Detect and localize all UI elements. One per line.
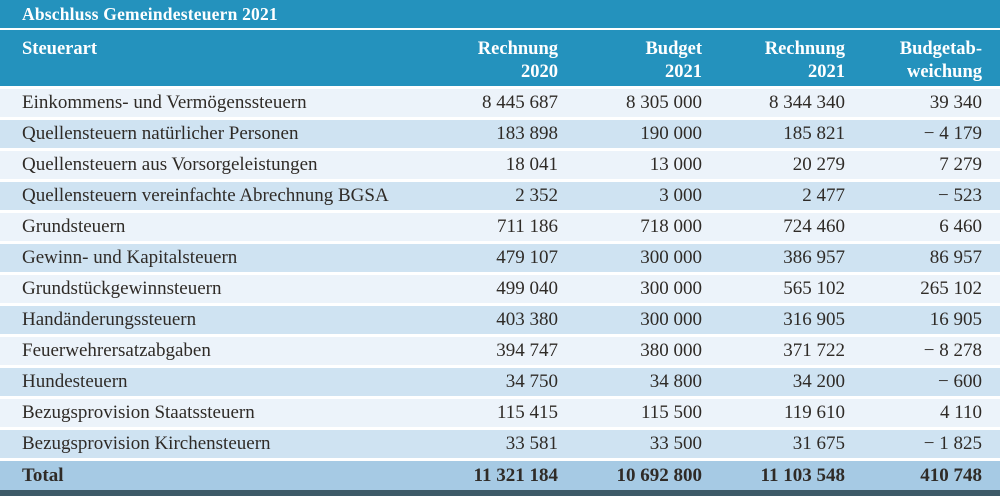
- cell-budget-2021: 8 305 000: [626, 92, 702, 113]
- row-label: Bezugsprovision Staatssteuern: [22, 402, 255, 423]
- cell-budgetabweichung: − 1 825: [923, 433, 982, 454]
- cell-rechnung-2020: 33 581: [505, 433, 558, 454]
- cell-budgetabweichung: − 4 179: [923, 123, 982, 144]
- column-header-steuerart: Steuerart: [22, 39, 97, 59]
- cell-budget-2021: 718 000: [640, 216, 702, 237]
- column-header-line2: 2020: [521, 62, 558, 82]
- cell-rechnung-2020: 183 898: [496, 123, 558, 144]
- table-row: Quellensteuern vereinfachte Abrechnung B…: [0, 182, 1000, 213]
- table-title-bar: Abschluss Gemeindesteuern 2021: [0, 0, 1000, 30]
- total-row: Total 11 321 184 10 692 800 11 103 548 4…: [0, 461, 1000, 490]
- column-header-budgetabweichung: Budgetab- weichung: [845, 30, 1000, 86]
- cell-rechnung-2021: 119 610: [783, 402, 845, 423]
- cell-budget-2021: 300 000: [640, 278, 702, 299]
- cell-rechnung-2020: 499 040: [496, 278, 558, 299]
- row-label: Quellensteuern vereinfachte Abrechnung B…: [22, 185, 389, 206]
- table-row: Bezugsprovision Kirchensteuern 33 581 33…: [0, 430, 1000, 461]
- table-row: Bezugsprovision Staatssteuern 115 415 11…: [0, 399, 1000, 430]
- cell-budget-2021: 190 000: [640, 123, 702, 144]
- row-label: Grundstückgewinnsteuern: [22, 278, 222, 299]
- cell-budgetabweichung: 7 279: [939, 154, 982, 175]
- table-row: Gewinn- und Kapitalsteuern 479 107 300 0…: [0, 244, 1000, 275]
- cell-rechnung-2021: 371 722: [783, 340, 845, 361]
- column-header-line1: Budget: [645, 39, 702, 59]
- cell-rechnung-2020: 2 352: [515, 185, 558, 206]
- cell-rechnung-2021: 386 957: [783, 247, 845, 268]
- row-label: Gewinn- und Kapitalsteuern: [22, 247, 238, 268]
- table-row: Grundstückgewinnsteuern 499 040 300 000 …: [0, 275, 1000, 306]
- cell-rechnung-2020: 8 445 687: [482, 92, 558, 113]
- row-label: Einkommens- und Vermögenssteuern: [22, 92, 307, 113]
- row-label: Bezugsprovision Kirchensteuern: [22, 433, 271, 454]
- cell-budget-2021: 300 000: [640, 247, 702, 268]
- cell-budgetabweichung: − 523: [938, 185, 982, 206]
- column-header-rechnung-2021: Rechnung 2021: [702, 30, 845, 86]
- cell-budget-2021: 115 500: [640, 402, 702, 423]
- cell-rechnung-2021: 20 279: [792, 154, 845, 175]
- cell-rechnung-2021: 34 200: [792, 371, 845, 392]
- cell-rechnung-2020: 18 041: [505, 154, 558, 175]
- table-bottom-rule: [0, 490, 1000, 496]
- total-budgetabweichung: 410 748: [920, 465, 982, 486]
- row-label: Grundsteuern: [22, 216, 126, 237]
- cell-budgetabweichung: 16 905: [929, 309, 982, 330]
- cell-budget-2021: 380 000: [640, 340, 702, 361]
- row-label: Hundesteuern: [22, 371, 128, 392]
- cell-budget-2021: 33 500: [649, 433, 702, 454]
- column-header-line1: Rechnung: [477, 39, 558, 59]
- table-row: Quellensteuern natürlicher Personen 183 …: [0, 120, 1000, 151]
- table-row: Feuerwehrersatzabgaben 394 747 380 000 3…: [0, 337, 1000, 368]
- table-row: Grundsteuern 711 186 718 000 724 460 6 4…: [0, 213, 1000, 244]
- cell-rechnung-2020: 115 415: [496, 402, 558, 423]
- cell-rechnung-2020: 479 107: [496, 247, 558, 268]
- cell-budgetabweichung: 4 110: [939, 402, 982, 423]
- row-label: Handänderungssteuern: [22, 309, 197, 330]
- row-label: Quellensteuern aus Vorsorgeleistungen: [22, 154, 318, 175]
- column-header-budget-2021: Budget 2021: [558, 30, 702, 86]
- table-title: Abschluss Gemeindesteuern 2021: [22, 3, 278, 24]
- cell-budgetabweichung: − 600: [938, 371, 982, 392]
- column-header-line2: 2021: [808, 62, 845, 82]
- cell-rechnung-2021: 8 344 340: [769, 92, 845, 113]
- cell-rechnung-2021: 185 821: [783, 123, 845, 144]
- row-label: Feuerwehrersatzabgaben: [22, 340, 211, 361]
- cell-budget-2021: 3 000: [659, 185, 702, 206]
- cell-rechnung-2021: 565 102: [783, 278, 845, 299]
- cell-rechnung-2021: 31 675: [792, 433, 845, 454]
- cell-rechnung-2020: 711 186: [496, 216, 558, 237]
- column-header-rechnung-2020: Rechnung 2020: [420, 30, 558, 86]
- total-rechnung-2020: 11 321 184: [473, 465, 558, 486]
- column-header-line2: 2021: [665, 62, 702, 82]
- column-header-line1: Rechnung: [764, 39, 845, 59]
- cell-budgetabweichung: 86 957: [929, 247, 982, 268]
- table-row: Handänderungssteuern 403 380 300 000 316…: [0, 306, 1000, 337]
- table-row: Hundesteuern 34 750 34 800 34 200 − 600: [0, 368, 1000, 399]
- cell-budgetabweichung: 39 340: [929, 92, 982, 113]
- cell-budgetabweichung: − 8 278: [923, 340, 982, 361]
- total-budget-2021: 10 692 800: [616, 465, 703, 486]
- table-row: Einkommens- und Vermögenssteuern 8 445 6…: [0, 89, 1000, 120]
- cell-rechnung-2021: 724 460: [783, 216, 845, 237]
- cell-budget-2021: 34 800: [649, 371, 702, 392]
- table-header-row: Steuerart Rechnung 2020 Budget 2021 Rech…: [0, 30, 1000, 89]
- row-label: Quellensteuern natürlicher Personen: [22, 123, 299, 144]
- total-label: Total: [22, 465, 64, 486]
- cell-budgetabweichung: 265 102: [920, 278, 982, 299]
- cell-rechnung-2020: 403 380: [496, 309, 558, 330]
- cell-rechnung-2020: 394 747: [496, 340, 558, 361]
- cell-rechnung-2020: 34 750: [505, 371, 558, 392]
- cell-rechnung-2021: 2 477: [802, 185, 845, 206]
- cell-rechnung-2021: 316 905: [783, 309, 845, 330]
- column-header-line2: weichung: [906, 62, 982, 82]
- cell-budgetabweichung: 6 460: [939, 216, 982, 237]
- column-header-line1: Budgetab-: [899, 39, 982, 59]
- total-rechnung-2021: 11 103 548: [760, 465, 845, 486]
- cell-budget-2021: 13 000: [649, 154, 702, 175]
- cell-budget-2021: 300 000: [640, 309, 702, 330]
- table-row: Quellensteuern aus Vorsorgeleistungen 18…: [0, 151, 1000, 182]
